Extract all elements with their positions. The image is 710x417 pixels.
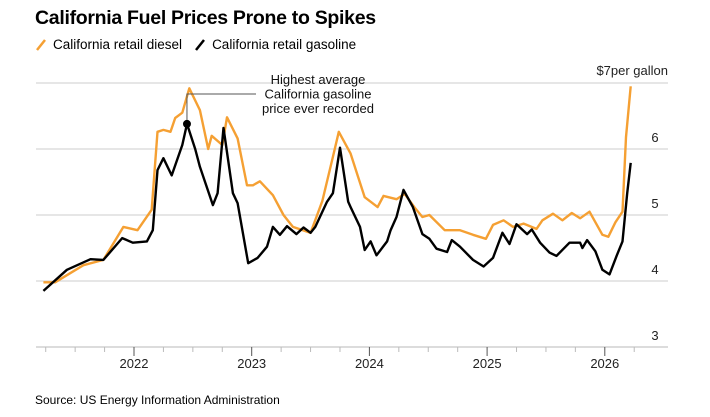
legend-item-gasoline: California retail gasoline [194,37,356,52]
legend-item-diesel: California retail diesel [35,37,182,52]
x-tick-label: 2022 [120,356,149,371]
y-tick-label: 6 [651,130,658,145]
legend-label-gasoline: California retail gasoline [212,37,357,52]
annotation-text: Highest average [271,72,366,87]
legend-swatch-gasoline [195,38,206,51]
x-tick-label: 2023 [237,356,266,371]
y-tick-label: 3 [651,328,658,343]
x-tick-label: 2025 [473,356,502,371]
x-tick-label: 2026 [590,356,619,371]
y-tick-label: 5 [651,196,658,211]
y-unit-label: $7per gallon [596,63,668,78]
x-tick-label: 2024 [355,356,384,371]
annotation-text: California gasoline [265,87,372,102]
y-tick-label: 4 [651,262,658,277]
legend: California retail diesel California reta… [35,37,368,52]
series-line-diesel [43,86,632,284]
annotation-text: price ever recorded [262,101,374,116]
legend-swatch-diesel [36,38,46,51]
source-note: Source: US Energy Information Administra… [35,393,280,407]
chart-title: California Fuel Prices Prone to Spikes [35,7,376,29]
annotation-marker [182,119,191,128]
legend-label-diesel: California retail diesel [53,37,183,52]
annotation-leader-line [186,93,256,124]
